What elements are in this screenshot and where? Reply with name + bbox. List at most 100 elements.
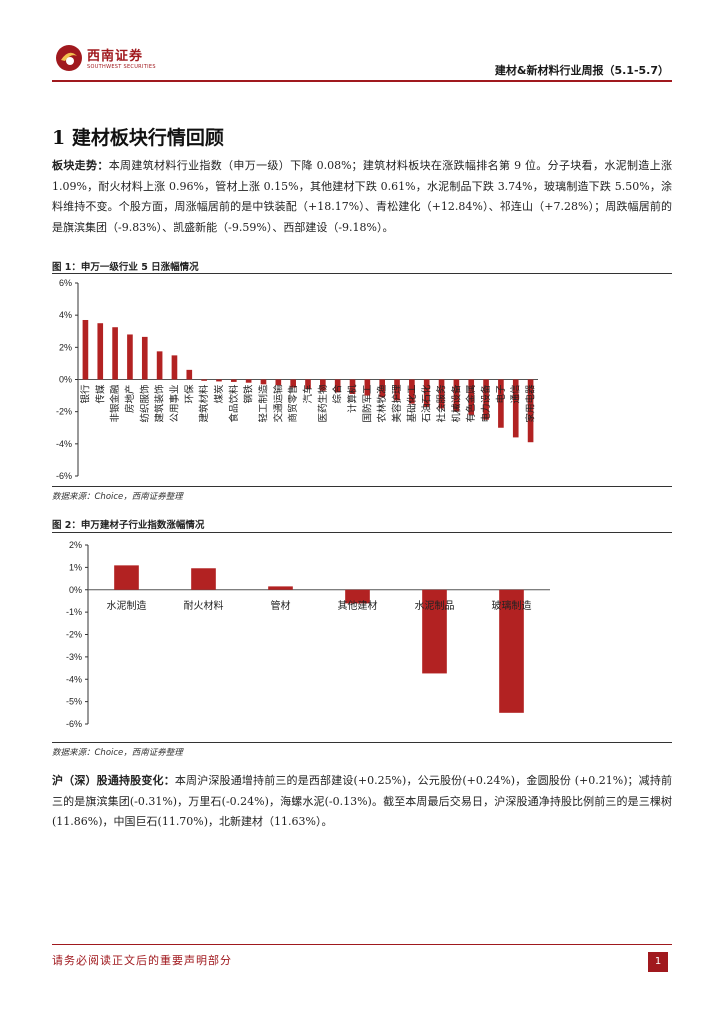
y-tick-label: -4% xyxy=(56,439,72,449)
category-label: 煤炭 xyxy=(213,384,225,404)
y-tick-label: 4% xyxy=(59,310,72,320)
bar-传媒 xyxy=(97,323,104,380)
page-number: 1 xyxy=(648,952,668,972)
category-label: 纺织服饰 xyxy=(139,385,151,423)
bar-管材 xyxy=(268,586,293,590)
bar-水泥制造 xyxy=(114,565,139,590)
figure1-source: 数据来源：Choice，西南证券整理 xyxy=(52,492,183,502)
bar-机械设备 xyxy=(453,379,460,412)
category-label: 耐火材料 xyxy=(184,599,224,612)
y-tick-label: 0% xyxy=(59,375,72,385)
y-tick-label: -6% xyxy=(56,471,72,481)
bar-银行 xyxy=(82,319,89,380)
stock-connect-paragraph: 沪（深）股通持股变化：本周沪深股通增持前三的是西部建设(+0.25%)，公元股份… xyxy=(52,771,672,833)
category-label: 基础化工 xyxy=(406,384,418,423)
bar-电力设备 xyxy=(483,379,489,420)
paragraph-lead: 沪（深）股通持股变化： xyxy=(52,774,175,787)
bar-玻璃制造 xyxy=(499,589,524,713)
bar-商贸零售 xyxy=(290,379,296,388)
bar-水泥制品 xyxy=(422,589,447,674)
category-label: 管材 xyxy=(271,599,291,612)
category-label: 水泥制品 xyxy=(415,599,455,612)
figure2-title: 图 2：申万建材子行业指数涨幅情况 xyxy=(52,520,205,531)
y-tick-label: 0% xyxy=(69,585,82,595)
bar-综合 xyxy=(334,379,341,393)
bar-其他建材 xyxy=(345,589,370,604)
y-tick-label: 1% xyxy=(69,562,82,572)
category-label: 公用事业 xyxy=(168,385,180,423)
category-label: 其他建材 xyxy=(338,599,378,612)
report-title: 建材&新材料行业周报（5.1-5.7） xyxy=(494,64,669,77)
category-label: 医药生物 xyxy=(317,384,329,423)
company-logo: 西南证券 SOUTHWEST SECURITIES xyxy=(55,44,156,78)
bar-纺织服饰 xyxy=(141,336,148,380)
bar-煤炭 xyxy=(216,379,222,382)
category-label: 农林牧渔 xyxy=(376,384,388,423)
category-label: 非银金融 xyxy=(109,384,121,423)
figure2-source: 数据来源：Choice，西南证券整理 xyxy=(52,748,183,758)
y-tick-label: 6% xyxy=(59,278,72,288)
category-label: 电力设备 xyxy=(480,384,492,423)
bar-基础化工 xyxy=(409,379,415,404)
bar-电子 xyxy=(498,379,504,428)
category-label: 计算机 xyxy=(347,384,359,413)
header-divider xyxy=(52,80,672,82)
category-label: 社会服务 xyxy=(436,384,448,423)
bar-有色金属 xyxy=(468,379,475,415)
category-label: 轻工制造 xyxy=(257,384,269,423)
bar-医药生物 xyxy=(320,379,326,391)
bar-房地产 xyxy=(127,334,133,380)
y-tick-label: -1% xyxy=(66,607,82,617)
category-label: 银行 xyxy=(79,384,91,404)
category-label: 美容护理 xyxy=(391,384,403,423)
category-label: 电子 xyxy=(495,384,507,404)
y-tick-label: -4% xyxy=(66,674,82,684)
y-tick-label: 2% xyxy=(69,540,82,550)
bar-汽车 xyxy=(305,379,311,390)
y-tick-label: -2% xyxy=(66,630,82,640)
figure1-title: 图 1：申万一级行业 5 日涨幅情况 xyxy=(52,262,199,273)
category-label: 汽车 xyxy=(302,385,314,404)
logo-chinese-name: 西南证券 xyxy=(87,49,144,64)
figure2-bottom-rule xyxy=(52,742,672,743)
bar-农林牧渔 xyxy=(379,379,386,398)
bar-钢铁 xyxy=(245,379,252,383)
category-label: 交通运输 xyxy=(272,384,284,423)
bar-环保 xyxy=(186,369,193,380)
bar-轻工制造 xyxy=(260,379,267,385)
section-title: 1 建材板块行情回顾 xyxy=(52,127,224,149)
y-tick-label: -5% xyxy=(66,697,82,707)
figure1-bottom-rule xyxy=(52,486,672,487)
paragraph-body: 本周建筑材料行业指数（申万一级）下降 0.08%；建筑材料板块在涨跌幅排名第 9… xyxy=(52,159,673,234)
bar-石油石化 xyxy=(423,379,430,407)
bar-计算机 xyxy=(349,379,356,394)
category-label: 石油石化 xyxy=(421,384,433,423)
category-label: 建筑材料 xyxy=(198,384,210,423)
category-label: 家用电器 xyxy=(525,384,537,423)
category-label: 有色金属 xyxy=(465,385,477,423)
bar-非银金融 xyxy=(112,327,118,380)
paragraph-lead: 板块走势： xyxy=(52,159,109,172)
building-materials-subindustry-chart: 2% 1% 0% -1% -2% -3% -4% -5% -6% 水泥制造 耐火材料 管材 其他建材 水泥… xyxy=(66,540,550,729)
category-label: 食品饮料 xyxy=(228,384,240,423)
logo-mark-icon xyxy=(56,45,82,71)
footer-disclaimer: 请务必阅读正文后的重要声明部分 xyxy=(52,954,232,967)
footer-divider xyxy=(52,944,672,945)
y-tick-label: -3% xyxy=(66,652,82,662)
bar-食品饮料 xyxy=(230,379,237,382)
category-label: 国防军工 xyxy=(361,384,373,423)
category-label: 玻璃制造 xyxy=(492,599,532,612)
y-tick-label: -6% xyxy=(66,719,82,729)
industry-returns-chart: 6% 4% 2% 0% -2% -4% -6% 银行 传媒 非银金融 房地产 纺织服饰 建筑装饰 公用事业… xyxy=(56,278,538,481)
category-label: 综合 xyxy=(332,384,344,404)
bar-家用电器 xyxy=(527,379,534,443)
category-label: 建筑装饰 xyxy=(154,385,166,423)
category-label: 环保 xyxy=(183,384,195,404)
market-trend-paragraph: 板块走势：本周建筑材料行业指数（申万一级）下降 0.08%；建筑材料板块在涨跌幅… xyxy=(52,156,672,238)
category-label: 通信 xyxy=(510,385,522,404)
category-label: 传媒 xyxy=(94,384,106,404)
category-label: 机械设备 xyxy=(450,384,462,423)
bar-建筑材料 xyxy=(201,379,207,381)
category-label: 商贸零售 xyxy=(287,385,299,423)
bar-美容护理 xyxy=(394,379,400,401)
